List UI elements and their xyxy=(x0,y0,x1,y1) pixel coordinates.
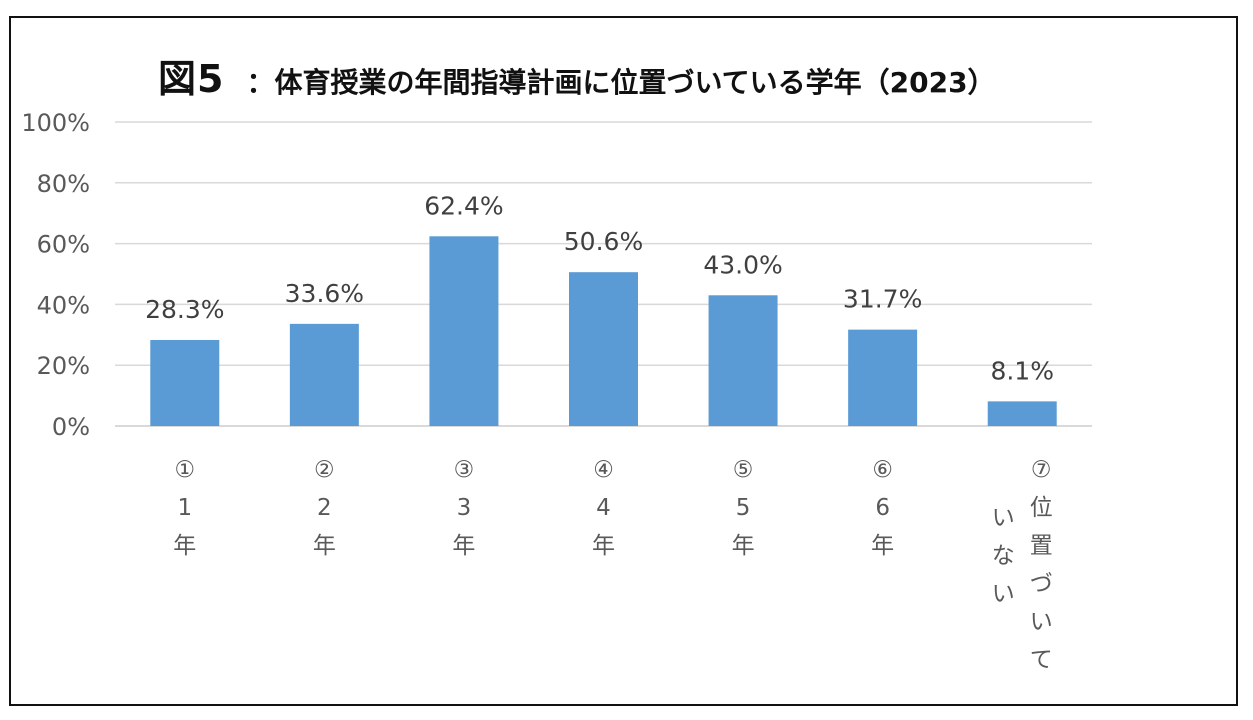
category-label-char: い xyxy=(992,581,1015,607)
category-label-char: 6 xyxy=(875,495,890,521)
bar xyxy=(289,323,359,426)
bar xyxy=(987,401,1057,426)
category-label-char: ① xyxy=(174,457,195,483)
category-label-char: ⑥ xyxy=(872,457,893,483)
chart-title: 図5 ：体育授業の年間指導計画に位置づいている学年（2023） xyxy=(158,48,996,101)
bar xyxy=(848,329,918,426)
category-label-char: 年 xyxy=(732,533,755,559)
category-label-char: 2 xyxy=(317,495,332,521)
bar xyxy=(150,339,220,426)
y-tick-label: 60% xyxy=(37,231,90,259)
data-label: 50.6% xyxy=(564,227,643,256)
chart-title-text: ：体育授業の年間指導計画に位置づいている学年（2023） xyxy=(246,66,996,99)
bar xyxy=(708,295,778,426)
data-label: 62.4% xyxy=(424,191,503,220)
category-label-char: な xyxy=(992,543,1015,569)
category-label-char: い xyxy=(1030,609,1053,635)
category-label-char: 位 xyxy=(1030,495,1053,521)
data-labels: 28.3% 33.6% 62.4% 50.6% 43.0% 31.7% 8.1% xyxy=(145,191,1054,385)
category-label-char: 置 xyxy=(1030,533,1053,559)
category-label-char: ⑦ xyxy=(1031,457,1052,483)
category-label-char: 5 xyxy=(736,495,751,521)
data-label: 43.0% xyxy=(703,250,782,279)
category-label-char: ② xyxy=(314,457,335,483)
category-label-char: ④ xyxy=(593,457,614,483)
bar xyxy=(569,272,638,426)
category-label-char: ⑤ xyxy=(733,457,754,483)
category-label-char: 年 xyxy=(173,533,196,559)
category-label-char: 年 xyxy=(871,533,894,559)
category-label-char: 3 xyxy=(457,495,472,521)
category-label-char: 年 xyxy=(452,533,475,559)
category-label-char: い xyxy=(992,505,1015,531)
category-label-char: て xyxy=(1030,647,1053,673)
y-tick-label: 100% xyxy=(21,109,90,137)
y-tick-label: 80% xyxy=(37,170,90,198)
data-label: 28.3% xyxy=(145,295,224,324)
y-tick-label: 20% xyxy=(37,352,90,380)
bar xyxy=(429,236,499,426)
data-label: 8.1% xyxy=(990,356,1054,385)
category-label-char: 1 xyxy=(177,495,192,521)
bars xyxy=(150,236,1057,426)
category-label-char: ③ xyxy=(454,457,475,483)
category-label-char: 年 xyxy=(592,533,615,559)
y-tick-label: 0% xyxy=(52,413,90,441)
y-axis-tick-labels: 0% 20% 40% 60% 80% 100% xyxy=(21,109,90,441)
data-label: 31.7% xyxy=(843,285,922,314)
category-label-char: 年 xyxy=(313,533,336,559)
category-label-char: づ xyxy=(1030,571,1053,597)
category-label-char: 4 xyxy=(596,495,611,521)
figure-number: 図5 xyxy=(158,57,225,101)
data-label: 33.6% xyxy=(285,279,364,308)
y-tick-label: 40% xyxy=(37,291,90,319)
